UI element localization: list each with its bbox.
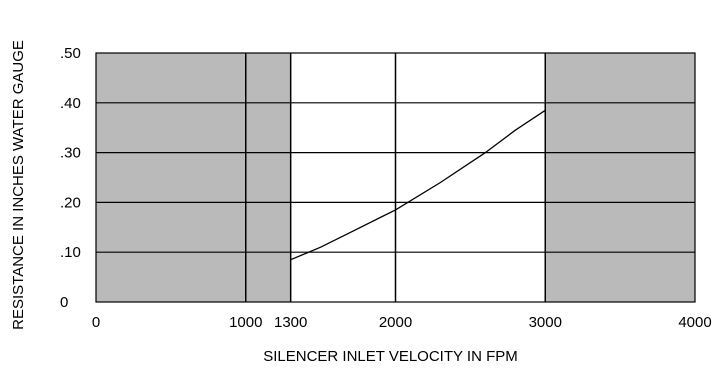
shaded-regions: [96, 53, 695, 302]
x-axis-title: SILENCER INLET VELOCITY IN FPM: [263, 348, 518, 365]
x-tick-label: 0: [92, 314, 100, 331]
series-line-0: [290, 109, 546, 261]
y-tick-label: .40: [60, 95, 81, 112]
y-tick-labels: 0 .10 .20 .30 .40 .50: [60, 45, 81, 311]
y-tick-label: .50: [60, 45, 81, 62]
plot-frame: [95, 52, 696, 303]
x-tick-label: 1000: [229, 314, 262, 331]
x-tick-label: 4000: [678, 314, 711, 331]
series-layer: [290, 109, 546, 261]
y-tick-label: 0: [60, 294, 68, 311]
x-tick-label: 3000: [529, 314, 562, 331]
y-axis-title: RESISTANCE IN INCHES WATER GAUGE: [10, 40, 27, 330]
y-tick-label: .10: [60, 244, 81, 261]
gridlines: [96, 53, 695, 302]
x-tick-label: 2000: [379, 314, 412, 331]
x-tick-label: 1300: [274, 314, 307, 331]
shaded-region-1: [545, 53, 695, 302]
x-tick-labels: 0 1000 1300 2000 3000 4000: [92, 314, 712, 331]
shaded-region-0: [96, 53, 291, 302]
y-tick-label: .20: [60, 194, 81, 211]
y-tick-label: .30: [60, 145, 81, 162]
